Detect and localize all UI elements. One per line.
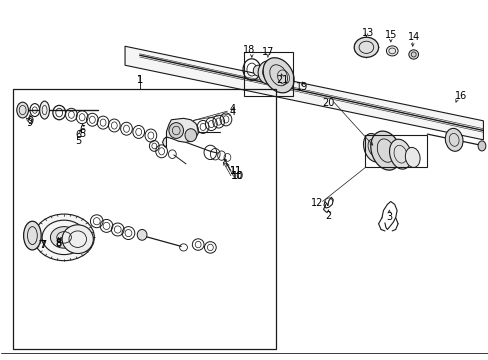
Text: 1: 1 — [136, 75, 142, 85]
Ellipse shape — [386, 46, 397, 56]
Text: 3: 3 — [386, 212, 392, 221]
Ellipse shape — [263, 58, 293, 93]
Ellipse shape — [405, 147, 419, 167]
Ellipse shape — [23, 221, 41, 250]
Ellipse shape — [40, 101, 49, 119]
Text: 7: 7 — [41, 239, 47, 249]
Text: 5: 5 — [80, 129, 85, 139]
Ellipse shape — [50, 226, 78, 248]
Text: 2: 2 — [325, 211, 331, 221]
Polygon shape — [162, 118, 198, 148]
Text: 8: 8 — [55, 239, 61, 249]
Text: 10: 10 — [231, 171, 243, 181]
Text: 11: 11 — [230, 166, 242, 176]
Ellipse shape — [408, 50, 418, 59]
Bar — [244, 51, 293, 96]
Text: 5: 5 — [76, 136, 81, 145]
Ellipse shape — [363, 134, 383, 162]
Text: 6: 6 — [80, 125, 85, 135]
Ellipse shape — [168, 123, 183, 138]
Text: 18: 18 — [243, 45, 255, 55]
Text: 11: 11 — [230, 166, 242, 176]
Text: 9: 9 — [27, 116, 33, 126]
Text: 21: 21 — [276, 75, 288, 85]
Text: 20: 20 — [322, 98, 334, 108]
Bar — [365, 135, 427, 167]
Polygon shape — [125, 46, 483, 140]
Bar — [13, 89, 276, 348]
Ellipse shape — [353, 37, 378, 57]
Text: 4: 4 — [229, 104, 235, 114]
Text: 12: 12 — [310, 198, 322, 208]
Text: 6: 6 — [76, 130, 81, 140]
Text: 17: 17 — [261, 46, 274, 57]
Text: 13: 13 — [361, 28, 373, 38]
Ellipse shape — [17, 102, 28, 118]
Text: 1: 1 — [136, 75, 142, 85]
Text: 8: 8 — [55, 238, 61, 248]
Text: 4: 4 — [229, 107, 235, 117]
Ellipse shape — [184, 129, 196, 141]
Text: 16: 16 — [454, 91, 467, 101]
Ellipse shape — [62, 225, 93, 253]
Ellipse shape — [137, 229, 147, 240]
Text: 7: 7 — [39, 240, 45, 250]
Text: 15: 15 — [384, 30, 396, 40]
Ellipse shape — [389, 139, 411, 169]
Text: 10: 10 — [232, 171, 244, 181]
Ellipse shape — [370, 131, 400, 170]
Ellipse shape — [34, 214, 94, 261]
Ellipse shape — [477, 141, 485, 151]
Ellipse shape — [253, 65, 263, 76]
Text: 14: 14 — [407, 32, 420, 42]
Ellipse shape — [445, 129, 462, 151]
Text: 19: 19 — [295, 82, 307, 93]
Ellipse shape — [258, 61, 277, 84]
Text: 9: 9 — [26, 118, 32, 128]
